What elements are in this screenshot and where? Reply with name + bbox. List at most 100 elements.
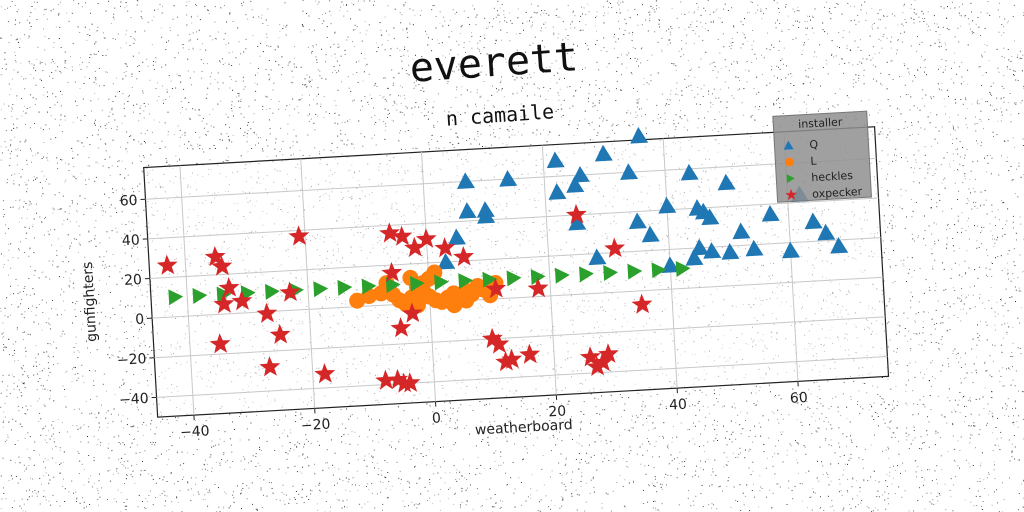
data-point — [437, 252, 456, 270]
data-point — [264, 283, 280, 300]
data-point — [717, 173, 736, 191]
y-tick-label: 60 — [119, 193, 138, 210]
data-point — [761, 205, 780, 222]
data-point — [597, 343, 619, 364]
data-point — [399, 372, 421, 393]
data-point — [314, 363, 336, 384]
data-point — [804, 212, 823, 230]
data-point — [209, 333, 231, 354]
data-point — [211, 255, 233, 276]
data-point — [630, 126, 649, 144]
chart-subtitle: n camaile — [445, 99, 555, 131]
data-point — [651, 262, 667, 279]
data-point — [385, 277, 401, 294]
data-point — [218, 277, 240, 298]
legend-marker — [783, 140, 794, 150]
data-point — [661, 256, 680, 274]
data-point — [628, 212, 647, 230]
data-point — [279, 281, 301, 302]
data-point — [477, 207, 496, 224]
data-point — [690, 238, 709, 256]
data-point — [817, 223, 836, 241]
y-tick-label: 0 — [135, 312, 145, 328]
legend-marker — [784, 157, 794, 167]
data-point — [641, 225, 660, 243]
x-axis-label: weatherboard — [475, 417, 574, 438]
data-point — [675, 260, 691, 277]
data-point — [685, 249, 704, 266]
data-point — [313, 281, 329, 298]
legend-label: heckles — [811, 169, 854, 184]
data-point — [457, 172, 475, 190]
data-point — [390, 317, 412, 338]
series-layer — [156, 126, 849, 393]
series-Q — [437, 126, 849, 274]
data-point — [568, 213, 587, 231]
data-point — [482, 271, 498, 288]
x-tick-label: −40 — [180, 423, 210, 441]
data-point — [495, 350, 517, 372]
x-tick-label: 20 — [548, 403, 567, 420]
data-point — [269, 323, 291, 345]
chart-title: everett — [408, 34, 579, 92]
data-point — [701, 208, 720, 226]
data-point — [594, 144, 613, 162]
legend-label: oxpecker — [812, 185, 863, 201]
data-point — [337, 279, 353, 296]
data-point — [745, 239, 764, 257]
ticks: −40 −20 0 20 40 60 −40 −20 0 20 40 60 — [116, 193, 809, 441]
data-point — [379, 222, 400, 243]
data-point — [603, 265, 619, 281]
data-point — [586, 355, 608, 377]
data-point — [546, 151, 565, 169]
data-point — [588, 248, 607, 266]
data-point — [415, 228, 437, 249]
data-point — [554, 267, 570, 284]
data-point — [485, 278, 507, 299]
data-point — [506, 270, 522, 287]
data-point — [721, 243, 740, 260]
data-point — [620, 163, 639, 180]
data-point — [168, 289, 184, 306]
plot-frame — [143, 126, 890, 418]
data-point — [448, 228, 467, 246]
data-point — [571, 165, 590, 183]
legend-box — [772, 110, 873, 203]
data-point — [627, 263, 643, 280]
data-point — [631, 293, 653, 314]
data-point — [256, 302, 278, 323]
data-point — [680, 163, 699, 181]
x-tick-label: 60 — [790, 390, 809, 407]
data-point — [488, 333, 510, 354]
data-point — [458, 273, 474, 290]
data-point — [732, 222, 751, 240]
data-point — [401, 302, 423, 323]
legend-label: L — [810, 154, 818, 167]
data-point — [446, 297, 463, 314]
data-point — [213, 293, 235, 314]
data-point — [604, 237, 626, 258]
data-point — [409, 275, 425, 292]
data-point — [288, 225, 310, 246]
y-axis-label: gunfighters — [80, 261, 100, 342]
legend-marker — [785, 188, 797, 201]
y-tick-label: 20 — [124, 272, 143, 289]
data-point — [231, 290, 253, 311]
data-point — [259, 356, 281, 377]
y-tick-label: −20 — [116, 351, 146, 369]
data-point — [592, 351, 614, 372]
data-point — [375, 369, 397, 390]
data-point — [434, 274, 449, 291]
data-point — [688, 199, 707, 216]
data-point — [453, 245, 474, 267]
data-point — [703, 242, 722, 259]
data-point — [658, 196, 677, 214]
data-point — [501, 348, 523, 369]
data-point — [381, 261, 403, 283]
data-point — [458, 202, 477, 219]
data-point — [404, 236, 425, 258]
y-tick-label: −40 — [119, 391, 149, 409]
x-tick-label: 40 — [669, 397, 688, 414]
data-point — [391, 225, 413, 246]
data-point — [156, 254, 178, 275]
